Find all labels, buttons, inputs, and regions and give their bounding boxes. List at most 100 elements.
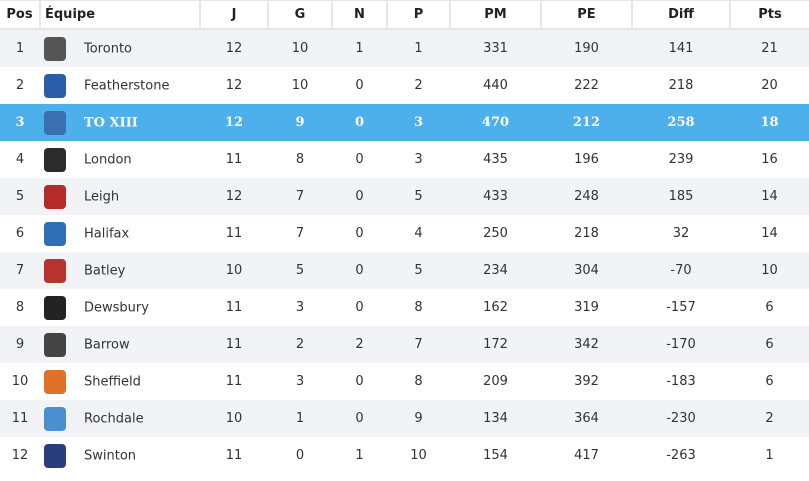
header-pe[interactable]: PE	[540, 0, 632, 30]
j-cell: 10	[200, 400, 268, 437]
table-row[interactable]: 6 Halifax 11 7 0 4 250 218 32 14	[0, 215, 809, 252]
pts-cell: 20	[761, 78, 778, 93]
header-pm[interactable]: PM	[449, 0, 541, 30]
n-cell: 0	[332, 400, 387, 437]
team-cell: Dewsbury	[40, 289, 200, 326]
team-cell: TO XIII	[40, 104, 200, 141]
header-pts[interactable]: Pts	[729, 0, 809, 30]
team-name[interactable]: TO XIII	[84, 115, 138, 130]
team-name[interactable]: Barrow	[84, 337, 130, 352]
g-cell: 3	[295, 374, 305, 389]
diff-cell: 141	[632, 29, 730, 67]
diff-cell: -183	[666, 374, 696, 389]
team-name[interactable]: Leigh	[84, 189, 120, 204]
pos-cell: 10	[11, 374, 29, 389]
g-cell: 10	[291, 78, 309, 93]
pts-cell: 14	[730, 178, 809, 215]
g-cell: 7	[268, 178, 332, 215]
pm-cell: 154	[483, 448, 508, 463]
j-cell: 11	[225, 300, 243, 315]
team-name[interactable]: Toronto	[84, 41, 132, 56]
table-row[interactable]: 7 Batley 10 5 0 5 234 304 -70 10	[0, 252, 809, 289]
team-name[interactable]: Dewsbury	[84, 300, 149, 315]
header-p[interactable]: P	[386, 0, 450, 30]
table-row[interactable]: 11 Rochdale 10 1 0 9 134 364 -230 2	[0, 400, 809, 437]
table-row[interactable]: 2 Featherstone 12 10 0 2 440 222 218 20	[0, 67, 809, 104]
j-cell: 11	[225, 226, 243, 241]
pts-cell: 6	[730, 326, 809, 363]
header-g[interactable]: G	[267, 0, 332, 30]
n-cell: 0	[332, 104, 387, 141]
p-cell: 8	[414, 300, 423, 315]
table-row[interactable]: 10 Sheffield 11 3 0 8 209 392 -183 6	[0, 363, 809, 400]
team-name[interactable]: Swinton	[84, 448, 137, 463]
dewsbury-logo	[44, 295, 66, 320]
p-cell: 5	[387, 252, 450, 289]
table-row[interactable]: 4 London 11 8 0 3 435 196 239 16	[0, 141, 809, 178]
team-cell: Swinton	[40, 437, 200, 474]
diff-cell: -170	[632, 326, 730, 363]
j-cell: 11	[225, 374, 243, 389]
pts-cell: 10	[730, 252, 809, 289]
team-name[interactable]: Featherstone	[84, 78, 170, 93]
header-n[interactable]: N	[331, 0, 387, 30]
team-cell: Barrow	[40, 326, 200, 363]
pts-cell: 6	[765, 300, 774, 315]
pos-cell: 3	[0, 104, 40, 141]
header-diff[interactable]: Diff	[631, 0, 730, 30]
table-row[interactable]: 8 Dewsbury 11 3 0 8 162 319 -157 6	[0, 289, 809, 326]
header-j[interactable]: J	[199, 0, 268, 30]
table-row[interactable]: 5 Leigh 12 7 0 5 433 248 185 14	[0, 178, 809, 215]
featherstone-logo	[44, 73, 66, 98]
n-cell: 1	[332, 29, 387, 67]
table-row[interactable]: 9 Barrow 11 2 2 7 172 342 -170 6	[0, 326, 809, 363]
barrow-logo	[44, 332, 66, 357]
header-pos[interactable]: Pos	[0, 0, 40, 30]
pts-cell: 18	[730, 104, 809, 141]
diff-cell: -230	[632, 400, 730, 437]
pe-cell: 304	[541, 252, 632, 289]
team-cell: Toronto	[40, 29, 200, 67]
team-cell: Leigh	[40, 178, 200, 215]
team-name[interactable]: London	[84, 152, 132, 167]
team-name[interactable]: Rochdale	[84, 411, 144, 426]
j-cell: 10	[200, 252, 268, 289]
pe-cell: 248	[541, 178, 632, 215]
n-cell: 1	[355, 448, 364, 463]
table-row[interactable]: 12 Swinton 11 0 1 10 154 417 -263 1	[0, 437, 809, 474]
pe-cell: 196	[574, 152, 599, 167]
j-cell: 12	[225, 78, 243, 93]
london-logo	[44, 147, 66, 172]
table-row[interactable]: 3 TO XIII 12 9 0 3 470 212 258 18	[0, 104, 809, 141]
sheffield-logo	[44, 369, 66, 394]
pe-cell: 364	[541, 400, 632, 437]
pts-cell: 6	[765, 374, 774, 389]
diff-cell: -263	[666, 448, 696, 463]
pm-cell: 433	[450, 178, 541, 215]
g-cell: 10	[268, 29, 332, 67]
n-cell: 2	[332, 326, 387, 363]
pos-cell: 9	[0, 326, 40, 363]
diff-cell: 239	[668, 152, 694, 167]
p-cell: 10	[410, 448, 427, 463]
team-cell: Batley	[40, 252, 200, 289]
pe-cell: 342	[541, 326, 632, 363]
table-row[interactable]: 1 Toronto 12 10 1 1 331 190 141 21	[0, 29, 809, 67]
p-cell: 7	[387, 326, 450, 363]
g-cell: 7	[295, 226, 305, 241]
team-name[interactable]: Sheffield	[84, 374, 141, 389]
team-name[interactable]: Batley	[84, 263, 126, 278]
n-cell: 0	[355, 226, 364, 241]
pts-cell: 1	[765, 448, 774, 463]
pm-cell: 331	[450, 29, 541, 67]
pos-cell: 12	[11, 448, 29, 463]
header-team[interactable]: Équipe	[39, 0, 200, 30]
diff-cell: 185	[632, 178, 730, 215]
n-cell: 0	[355, 374, 364, 389]
team-name[interactable]: Halifax	[84, 226, 130, 241]
g-cell: 3	[295, 300, 305, 315]
pe-cell: 212	[541, 104, 632, 141]
g-cell: 1	[268, 400, 332, 437]
j-cell: 12	[200, 29, 268, 67]
diff-cell: 258	[632, 104, 730, 141]
